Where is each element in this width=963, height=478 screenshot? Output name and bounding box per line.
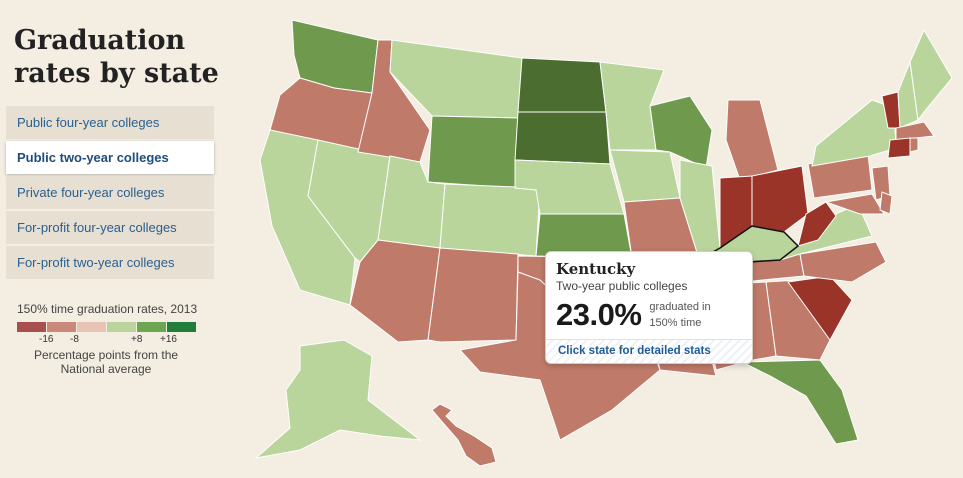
legend-swatch [137, 322, 167, 332]
state-massachusetts[interactable] [895, 121, 935, 141]
state-north-dakota[interactable] [517, 57, 607, 113]
state-alaska[interactable] [254, 339, 422, 459]
legend-swatch [17, 322, 47, 332]
state-tooltip: Kentucky Two-year public colleges 23.0% … [545, 251, 753, 364]
state-maine[interactable] [909, 28, 953, 122]
tooltip-stat-row: 23.0% graduated in 150% time [556, 297, 742, 333]
state-georgia[interactable] [765, 279, 831, 361]
menu-item-for-profit-two-year[interactable]: For-profit two-year colleges [6, 246, 214, 279]
state-wyoming[interactable] [427, 115, 519, 189]
legend-tick: +8 [131, 334, 143, 345]
legend-swatch [77, 322, 107, 332]
page-title: Graduation rates by state [14, 25, 219, 89]
tooltip-sector: Two-year public colleges [556, 279, 688, 293]
legend-tick: +16 [160, 334, 177, 345]
legend-scale [17, 322, 217, 332]
state-rhode-island[interactable] [909, 137, 919, 153]
legend-swatch [167, 322, 197, 332]
sector-menu: Public four-year colleges Public two-yea… [6, 106, 214, 281]
state-west-virginia[interactable] [797, 201, 837, 247]
legend-tick: -8 [70, 334, 79, 345]
state-new-mexico[interactable] [427, 247, 519, 343]
legend-ticks: -16 -8 +8 +16 [17, 332, 202, 346]
legend-swatch [47, 322, 77, 332]
tooltip-state-name: Kentucky [556, 260, 636, 278]
state-south-dakota[interactable] [514, 111, 611, 165]
color-legend: 150% time graduation rates, 2013 -16 -8 … [17, 302, 217, 376]
state-north-carolina[interactable] [799, 241, 887, 283]
tooltip-value: 23.0% [556, 297, 642, 332]
state-delaware[interactable] [879, 191, 893, 215]
legend-swatch [107, 322, 137, 332]
state-hawaii[interactable] [431, 403, 497, 467]
legend-note: Percentage points from the National aver… [33, 348, 179, 376]
state-new-york[interactable] [811, 99, 897, 167]
menu-item-public-two-year[interactable]: Public two-year colleges [6, 141, 214, 174]
state-florida[interactable] [741, 359, 859, 445]
legend-title: 150% time graduation rates, 2013 [17, 302, 198, 316]
state-ohio[interactable] [751, 165, 809, 233]
state-michigan[interactable] [725, 99, 779, 181]
tooltip-description: graduated in 150% time [649, 301, 711, 329]
state-maryland[interactable] [824, 193, 885, 215]
state-iowa[interactable] [609, 149, 681, 203]
state-connecticut[interactable] [887, 137, 911, 159]
menu-item-public-four-year[interactable]: Public four-year colleges [6, 106, 214, 139]
legend-tick: -16 [39, 334, 54, 345]
menu-item-for-profit-four-year[interactable]: For-profit four-year colleges [6, 211, 214, 244]
menu-item-private-four-year[interactable]: Private four-year colleges [6, 176, 214, 209]
tooltip-details-link[interactable]: Click state for detailed stats [546, 339, 752, 363]
state-colorado[interactable] [439, 183, 541, 257]
